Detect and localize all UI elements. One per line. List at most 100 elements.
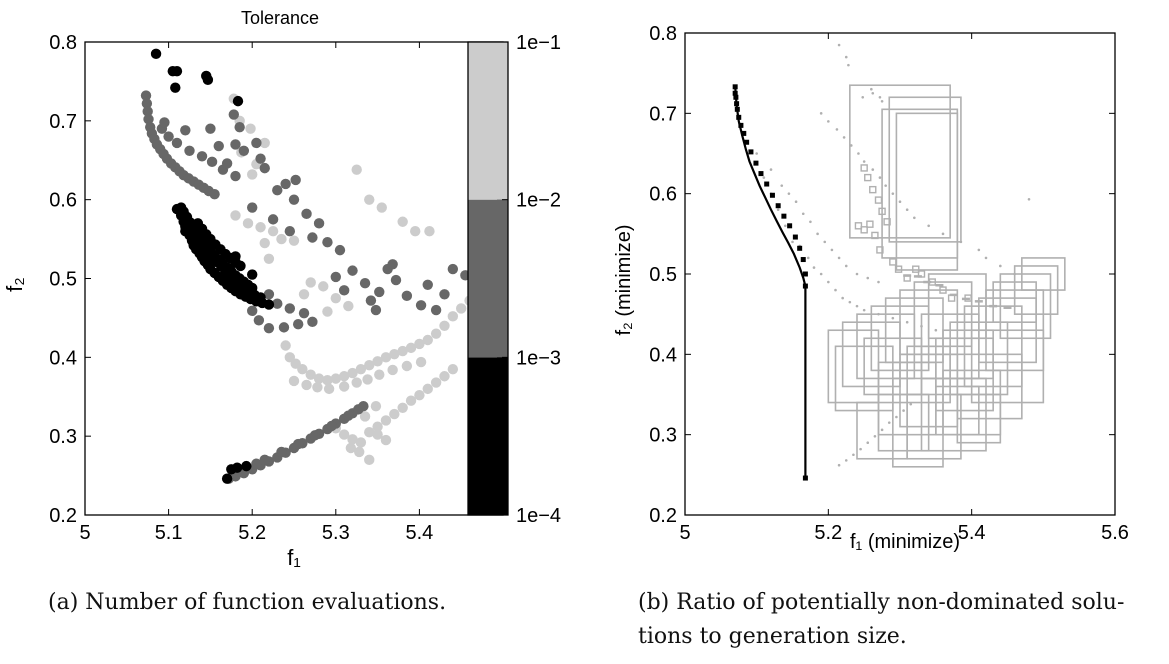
candidate-dot bbox=[977, 248, 981, 252]
candidate-small-box bbox=[889, 258, 897, 266]
candidate-dot bbox=[816, 232, 819, 236]
tolerance-point bbox=[405, 342, 417, 354]
pareto-front-point bbox=[734, 101, 740, 107]
tolerance-point bbox=[322, 306, 333, 317]
candidate-box bbox=[942, 329, 994, 380]
tolerance-point bbox=[284, 226, 296, 237]
candidate-dot bbox=[794, 200, 798, 203]
tolerance-point bbox=[142, 106, 153, 117]
tolerance-point bbox=[255, 222, 266, 233]
tolerance-point bbox=[206, 156, 218, 168]
panel-b-y-axis-label: f₂ (minimize) bbox=[613, 224, 635, 335]
tolerance-point bbox=[343, 300, 354, 312]
tolerance-point bbox=[221, 473, 233, 484]
candidate-box bbox=[849, 84, 951, 239]
tolerance-point bbox=[376, 202, 387, 213]
tolerance-point bbox=[159, 117, 170, 128]
candidate-small-box bbox=[871, 231, 879, 240]
tolerance-point bbox=[347, 434, 358, 445]
pareto-front-point bbox=[802, 283, 808, 289]
panel-b-ticks: 5 5.2 5.4 5.6 0.2 0.3 0.4 0.5 0.6 0.7 0.8 bbox=[649, 23, 1129, 544]
tolerance-point bbox=[238, 145, 250, 156]
candidate-dot bbox=[762, 176, 766, 179]
tolerance-point bbox=[439, 371, 450, 382]
panel-b-y-tick-label: 0.5 bbox=[649, 264, 677, 286]
colorbar-band bbox=[468, 357, 508, 515]
panel-b-x-tick-label: 5.6 bbox=[1101, 522, 1129, 544]
candidate-dot bbox=[920, 324, 923, 328]
candidate-box bbox=[881, 108, 959, 259]
candidate-box bbox=[877, 393, 930, 452]
candidate-dot bbox=[887, 421, 891, 424]
colorbar-tick-label: 1e−3 bbox=[516, 347, 561, 369]
candidate-dot bbox=[848, 300, 852, 304]
tolerance-point bbox=[430, 328, 442, 339]
scatter-panel-b: 5 5.2 5.4 5.6 0.2 0.3 0.4 0.5 0.6 0.7 0.8 f₁ (mini… bbox=[613, 23, 1129, 553]
tolerance-point bbox=[290, 174, 301, 186]
pareto-front-point bbox=[732, 90, 738, 96]
candidate-dot bbox=[895, 415, 898, 419]
tolerance-point bbox=[330, 271, 341, 283]
tolerance-point bbox=[322, 237, 333, 248]
tolerance-point bbox=[280, 340, 291, 351]
candidate-dot bbox=[823, 240, 827, 244]
tolerance-point bbox=[298, 289, 310, 300]
panel-a-x-tick-label: 5.4 bbox=[405, 522, 433, 544]
tolerance-point bbox=[241, 460, 252, 472]
tolerance-point bbox=[439, 320, 450, 331]
tolerance-point bbox=[389, 408, 400, 420]
panel-b-x-axis-label: f₁ (minimize) bbox=[850, 531, 960, 553]
panel-a-x-tick-label: 5.1 bbox=[155, 522, 183, 544]
pareto-front-line bbox=[734, 86, 807, 478]
scatter-panel-a: 5 5.1 5.2 5.3 5.4 0.2 0.3 0.4 0.5 0.6 0.7 0.8 f₁ f₂… bbox=[2, 8, 561, 570]
candidate-dot bbox=[1027, 197, 1031, 201]
tolerance-point bbox=[276, 233, 287, 245]
tolerance-point bbox=[288, 375, 300, 387]
candidate-dot bbox=[959, 240, 963, 244]
tolerance-point bbox=[305, 277, 316, 288]
pareto-front-point bbox=[758, 171, 764, 177]
candidate-dot bbox=[859, 447, 862, 451]
tolerance-point bbox=[374, 369, 385, 380]
tolerance-point bbox=[170, 82, 181, 93]
tolerance-point bbox=[263, 299, 275, 310]
candidate-dot bbox=[861, 95, 865, 99]
panel-a-y-tick-label: 0.5 bbox=[49, 269, 77, 291]
panel-b-y-tick-label: 0.3 bbox=[649, 425, 677, 447]
candidate-dot bbox=[809, 220, 812, 224]
tolerance-point bbox=[209, 188, 220, 200]
pareto-front-point bbox=[764, 181, 770, 187]
tolerance-point bbox=[140, 90, 152, 101]
candidate-dot bbox=[871, 91, 875, 95]
candidate-dot bbox=[855, 272, 859, 276]
candidate-dot bbox=[873, 434, 877, 438]
candidate-dot bbox=[852, 453, 855, 457]
colorbar-tick-label: 1e−4 bbox=[516, 505, 561, 527]
candidate-dot bbox=[927, 224, 930, 228]
tolerance-point bbox=[351, 164, 362, 175]
tolerance-point bbox=[338, 381, 350, 392]
panel-b-y-tick-label: 0.7 bbox=[649, 103, 677, 125]
candidate-dot bbox=[884, 184, 887, 187]
candidate-dot bbox=[769, 168, 773, 171]
candidate-small-box bbox=[912, 265, 920, 273]
tolerance-point bbox=[232, 95, 244, 107]
tolerance-point bbox=[297, 363, 308, 375]
panel-a-y-tick-label: 0.4 bbox=[49, 347, 77, 369]
tolerance-point bbox=[355, 437, 367, 448]
tolerance-point bbox=[424, 226, 435, 237]
tolerance-point bbox=[401, 290, 413, 302]
colorbar-band bbox=[468, 42, 508, 200]
tolerance-point bbox=[267, 226, 279, 237]
tolerance-point bbox=[343, 410, 354, 421]
panel-a-y-tick-label: 0.3 bbox=[49, 426, 77, 448]
panel-a-x-tick-label: 5.2 bbox=[238, 522, 266, 544]
tolerance-point bbox=[251, 137, 262, 149]
tolerance-point bbox=[364, 427, 375, 438]
tolerance-point bbox=[410, 226, 421, 237]
tolerance-point bbox=[358, 401, 369, 412]
candidate-dot bbox=[841, 296, 844, 300]
candidate-small-box bbox=[860, 164, 868, 172]
panel-b-marks bbox=[732, 43, 1066, 481]
tolerance-point bbox=[397, 402, 408, 413]
